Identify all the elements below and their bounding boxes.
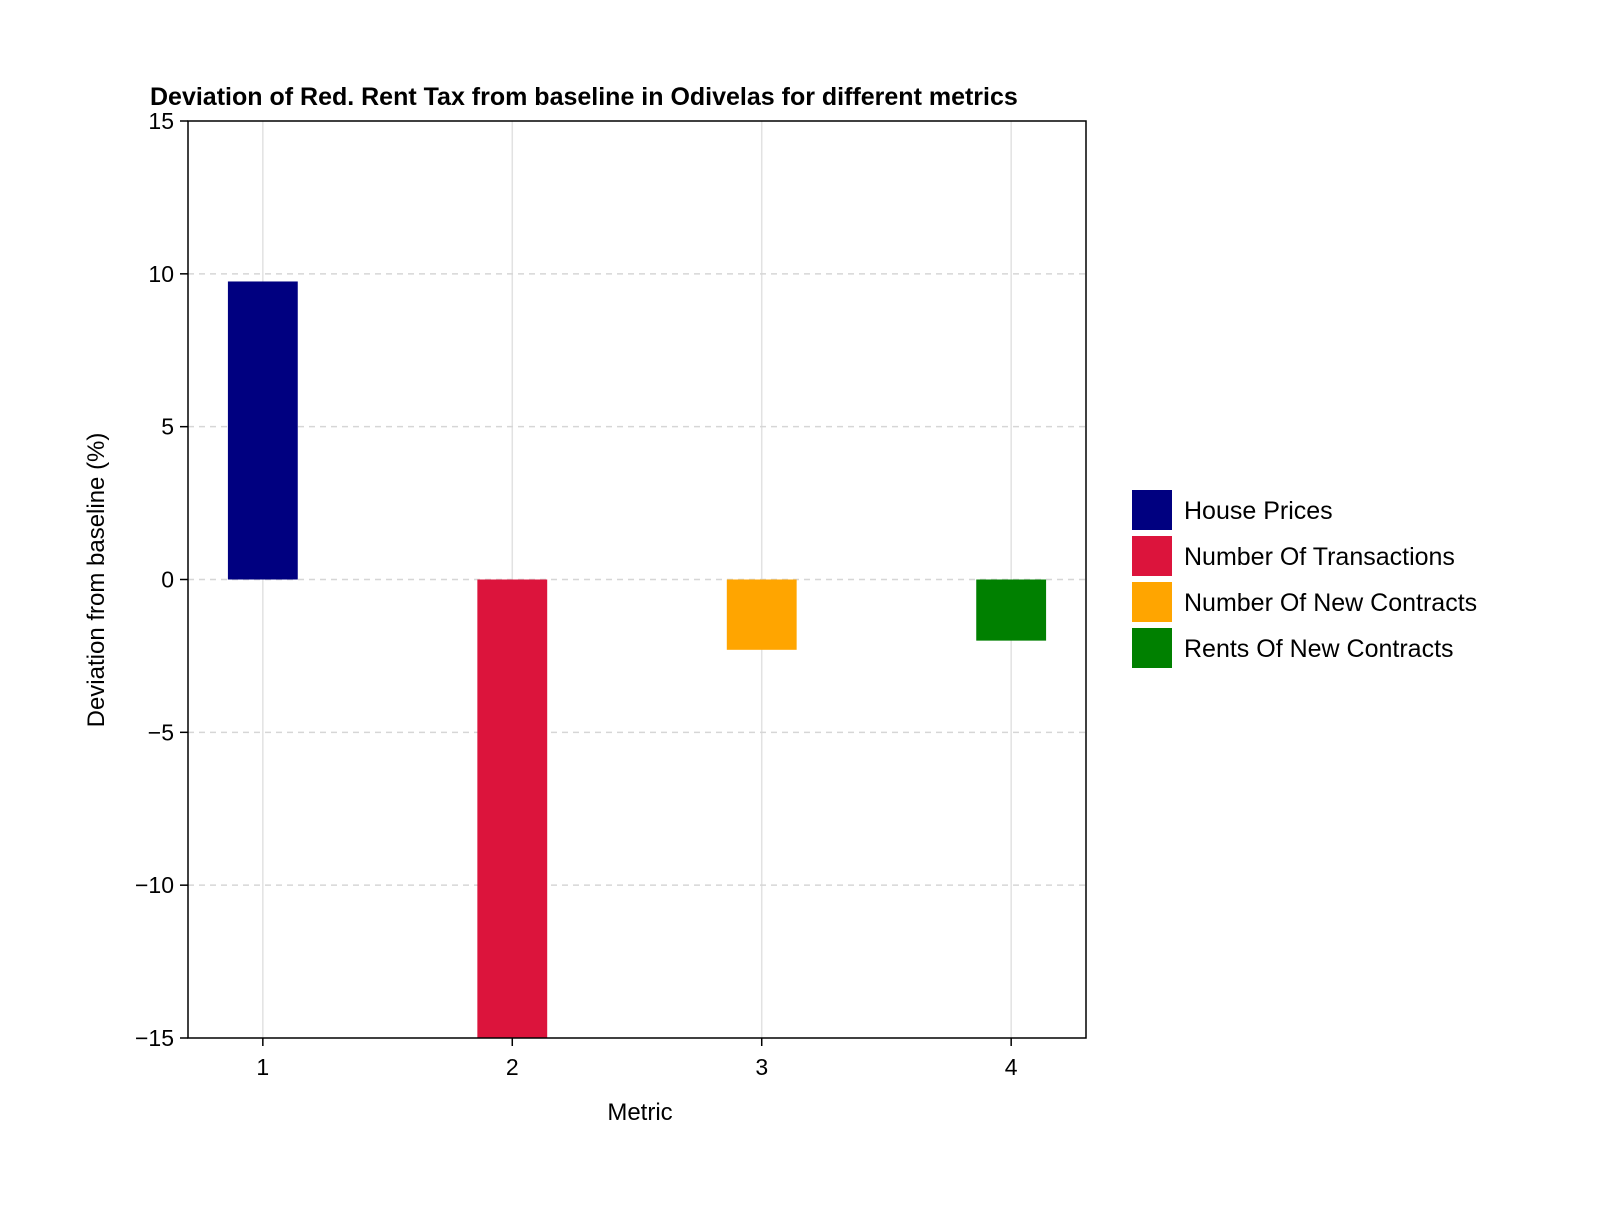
- grid: [188, 121, 1086, 1038]
- x-tick-label: 1: [256, 1054, 269, 1080]
- x-axis-label: Metric: [607, 1099, 672, 1126]
- x-tick-label: 4: [1005, 1054, 1018, 1080]
- legend: House Prices Number Of Transactions Number…: [1132, 490, 1477, 668]
- y-tick-label: 10: [148, 261, 174, 287]
- legend-swatch-3: [1132, 582, 1172, 622]
- legend-label: Number Of New Contracts: [1184, 589, 1477, 617]
- chart-title: Deviation of Red. Rent Tax from baseline…: [150, 83, 1018, 111]
- bar-3: [726, 579, 797, 650]
- axes: −15 −10 −5 0 5 10 15 1 2 3 4: [135, 108, 1087, 1080]
- bar-1: [227, 281, 298, 580]
- legend-label: Rents Of New Contracts: [1184, 635, 1454, 663]
- x-tick-label: 3: [755, 1054, 768, 1080]
- legend-swatch-1: [1132, 490, 1172, 530]
- legend-swatch-4: [1132, 628, 1172, 668]
- y-axis-label: Deviation from baseline (%): [83, 433, 110, 728]
- y-tick-label: −15: [135, 1025, 174, 1051]
- bar-2: [477, 579, 548, 1038]
- y-tick-label: 5: [161, 414, 174, 440]
- legend-swatch-2: [1132, 536, 1172, 576]
- legend-label: House Prices: [1184, 497, 1333, 525]
- bar-4: [976, 579, 1047, 641]
- y-tick-label: 15: [148, 108, 174, 134]
- y-tick-label: −10: [135, 872, 174, 898]
- y-tick-label: 0: [161, 567, 174, 593]
- bars: [227, 281, 1047, 1038]
- y-tick-label: −5: [148, 719, 174, 745]
- x-tick-label: 2: [506, 1054, 519, 1080]
- legend-label: Number Of Transactions: [1184, 543, 1455, 571]
